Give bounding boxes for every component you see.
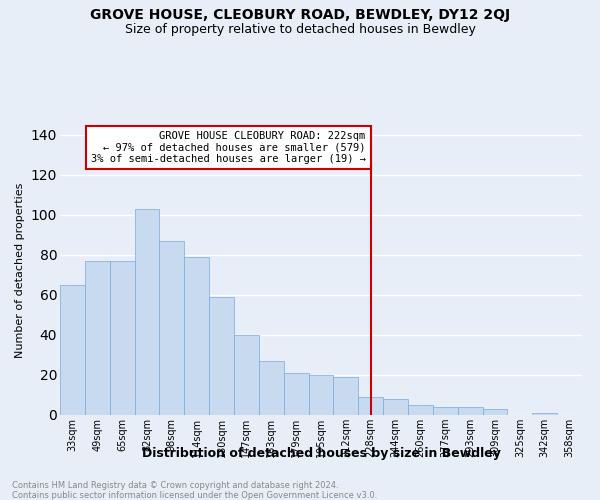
Text: Contains public sector information licensed under the Open Government Licence v3: Contains public sector information licen… (12, 491, 377, 500)
Y-axis label: Number of detached properties: Number of detached properties (15, 182, 25, 358)
Bar (433, 407, 458, 415)
Bar (160, 241, 184, 415)
Bar (532, 413, 557, 415)
Text: Contains HM Land Registry data © Crown copyright and database right 2024.: Contains HM Land Registry data © Crown c… (12, 481, 338, 490)
Bar (482, 409, 508, 415)
Bar (358, 397, 383, 415)
Bar (259, 361, 284, 415)
Bar (383, 399, 408, 415)
Bar (184, 257, 209, 415)
Text: GROVE HOUSE, CLEOBURY ROAD, BEWDLEY, DY12 2QJ: GROVE HOUSE, CLEOBURY ROAD, BEWDLEY, DY1… (90, 8, 510, 22)
Bar (209, 297, 234, 415)
Bar (458, 407, 482, 415)
Bar (234, 335, 259, 415)
Text: Distribution of detached houses by size in Bewdley: Distribution of detached houses by size … (142, 448, 500, 460)
Bar (85, 261, 110, 415)
Bar (308, 375, 334, 415)
Text: Size of property relative to detached houses in Bewdley: Size of property relative to detached ho… (125, 22, 475, 36)
Bar (284, 373, 308, 415)
Bar (110, 261, 134, 415)
Bar (334, 377, 358, 415)
Bar (134, 209, 160, 415)
Text: GROVE HOUSE CLEOBURY ROAD: 222sqm
← 97% of detached houses are smaller (579)
3% : GROVE HOUSE CLEOBURY ROAD: 222sqm ← 97% … (91, 131, 366, 164)
Bar (60, 285, 85, 415)
Bar (408, 405, 433, 415)
